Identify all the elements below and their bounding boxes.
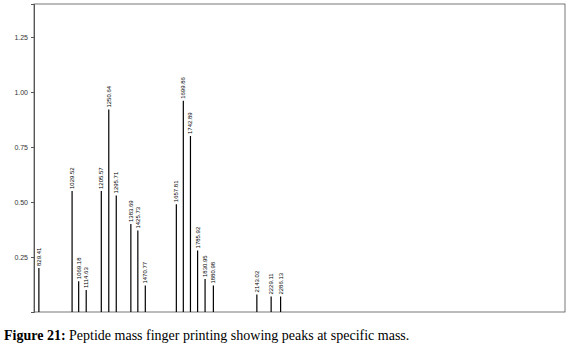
y-tick-label: 0.25 (14, 254, 28, 261)
peak-label: 1425.73 (135, 206, 141, 228)
y-tick: 0.50 (14, 199, 34, 206)
y-tick-mark (31, 202, 34, 203)
y-tick: 0.75 (14, 144, 34, 151)
peak (176, 204, 177, 312)
peak-label: 1383.69 (128, 200, 134, 222)
peak-label: 1250.64 (106, 85, 112, 107)
peak (137, 231, 138, 312)
y-tick-label: 1.00 (14, 89, 28, 96)
peak (197, 250, 198, 312)
plot: 0.25 0.50 0.75 1.00 1.25 829.41 1029.52 1069.18… (14, 4, 565, 313)
peak-label: 829.41 (36, 247, 42, 266)
y-tick-mark (31, 147, 34, 148)
peak-label: 1295.71 (113, 171, 119, 193)
peak-label: 1742.89 (187, 112, 193, 134)
peak (183, 101, 184, 312)
peak-label: 1830.95 (202, 255, 208, 277)
peak (280, 297, 281, 312)
y-axis: 0.25 0.50 0.75 1.00 1.25 (14, 5, 34, 313)
peak-label: 2143.02 (254, 270, 260, 292)
y-tick-label: 0.50 (14, 199, 28, 206)
peak (78, 281, 79, 312)
peak (256, 294, 257, 312)
peak-label: 1205.57 (98, 167, 104, 189)
peak (71, 191, 72, 312)
peak-label: 1785.92 (195, 226, 201, 248)
peak-label: 1069.18 (76, 257, 82, 279)
peak-label: 1880.98 (210, 261, 216, 283)
y-tick-label: 0.75 (14, 144, 28, 151)
y-tick-mark (31, 37, 34, 38)
peak (190, 136, 191, 312)
peak (38, 268, 39, 312)
y-tick: 1.00 (14, 89, 34, 96)
y-tick: 0.25 (14, 254, 34, 261)
y-tick: 1.25 (14, 34, 34, 41)
y-tick-mark (31, 92, 34, 93)
peak-label: 2286.13 (278, 272, 284, 294)
peak-label: 1470.77 (142, 261, 148, 283)
peak-label: 1657.81 (173, 180, 179, 202)
peak (145, 286, 146, 312)
y-tick-mark (31, 257, 34, 258)
peak (108, 110, 109, 312)
peak-labels: 829.41 1029.52 1069.181114.63 1205.57 1250.6… (36, 76, 284, 294)
peak (204, 279, 205, 312)
y-axis-line (31, 5, 35, 313)
peak (130, 224, 131, 312)
y-tick-label: 1.25 (14, 34, 28, 41)
peak-label: 1699.86 (180, 76, 186, 98)
caption-label: Figure 21: (4, 328, 66, 343)
chart: 0.25 0.50 0.75 1.00 1.25 829.41 1029.52 1069.18… (0, 0, 576, 353)
peak (213, 286, 214, 312)
peak (271, 297, 272, 312)
peak-label: 2229.11 (268, 273, 274, 295)
peak (86, 290, 87, 312)
peaks (39, 101, 281, 312)
peak (116, 195, 117, 312)
peak (101, 191, 102, 312)
peak-label: 1029.52 (69, 167, 75, 189)
peak-label: 1114.63 (83, 267, 89, 288)
caption: Figure 21: Peptide mass finger printing … (4, 328, 409, 343)
caption-text: Peptide mass finger printing showing pea… (66, 328, 410, 343)
frame (34, 4, 565, 312)
